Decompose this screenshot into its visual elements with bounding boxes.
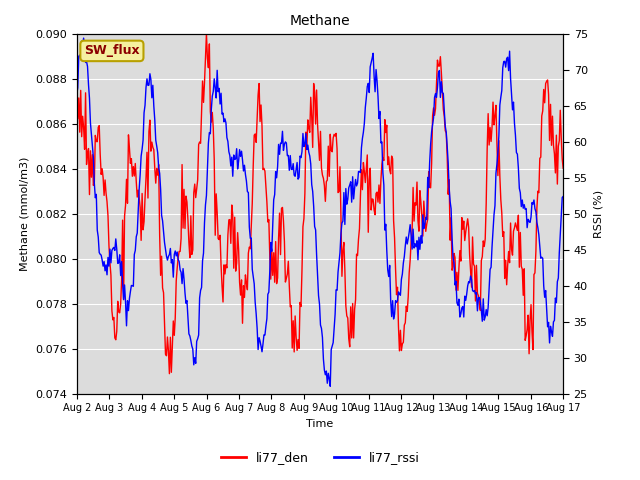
Text: SW_flux: SW_flux — [84, 44, 140, 58]
Y-axis label: Methane (mmol/m3): Methane (mmol/m3) — [20, 156, 29, 271]
Y-axis label: RSSI (%): RSSI (%) — [593, 190, 604, 238]
X-axis label: Time: Time — [307, 419, 333, 429]
Legend: li77_den, li77_rssi: li77_den, li77_rssi — [216, 446, 424, 469]
Title: Methane: Methane — [290, 14, 350, 28]
